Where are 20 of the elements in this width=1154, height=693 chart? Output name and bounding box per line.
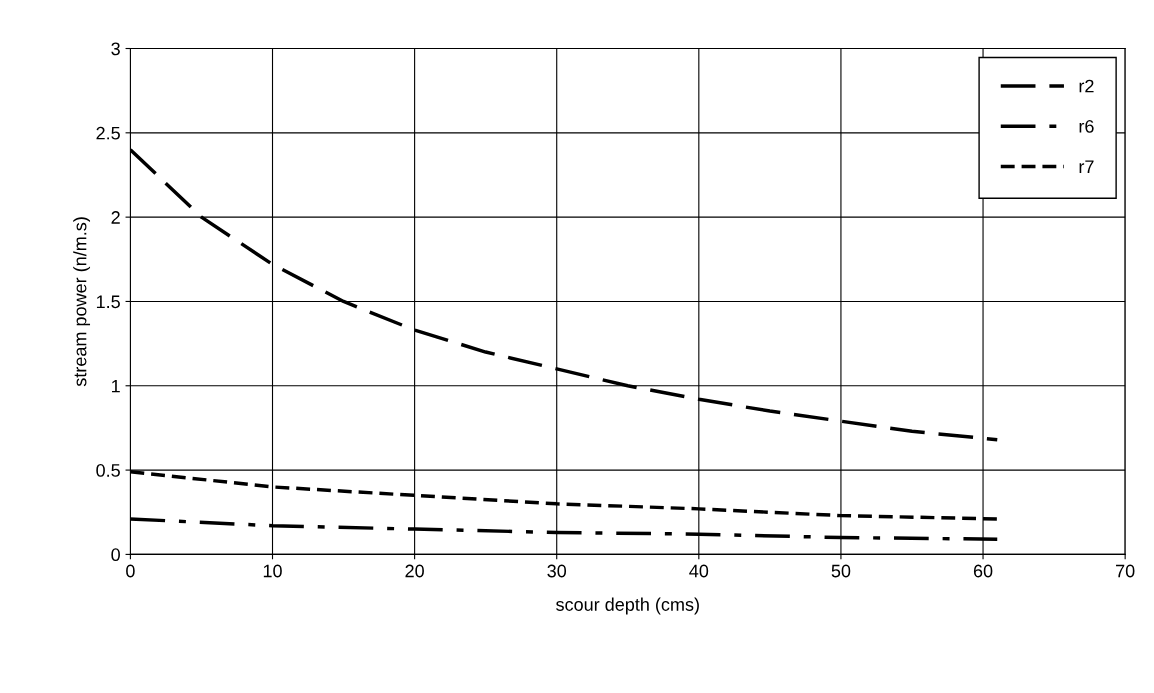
x-tick-label: 60 [973, 564, 993, 578]
y-tick-label: 1 [112, 379, 120, 393]
y-tick-label: 0 [111, 548, 120, 562]
x-tick-label: 50 [831, 564, 851, 578]
x-tick-label: 40 [689, 564, 709, 578]
y-tick-label: 0.5 [96, 464, 120, 477]
y-tick-label: 3 [111, 42, 120, 56]
x-tick-label: 30 [547, 564, 567, 578]
y-axis-title: stream power (n/m.s) [73, 217, 91, 387]
x-tick-label: 70 [1116, 564, 1135, 578]
x-tick-label: 10 [263, 564, 282, 578]
legend-label: r6 [1079, 119, 1094, 133]
legend-label: r2 [1079, 79, 1094, 93]
x-axis-title: scour depth (cms) [556, 597, 699, 615]
legend-label: r7 [1079, 160, 1094, 173]
x-tick-label: 20 [405, 564, 424, 578]
x-tick-label: 0 [126, 564, 135, 578]
y-tick-label: 1.5 [96, 295, 120, 309]
y-tick-label: 2.5 [96, 126, 120, 140]
y-tick-label: 2 [111, 211, 120, 224]
